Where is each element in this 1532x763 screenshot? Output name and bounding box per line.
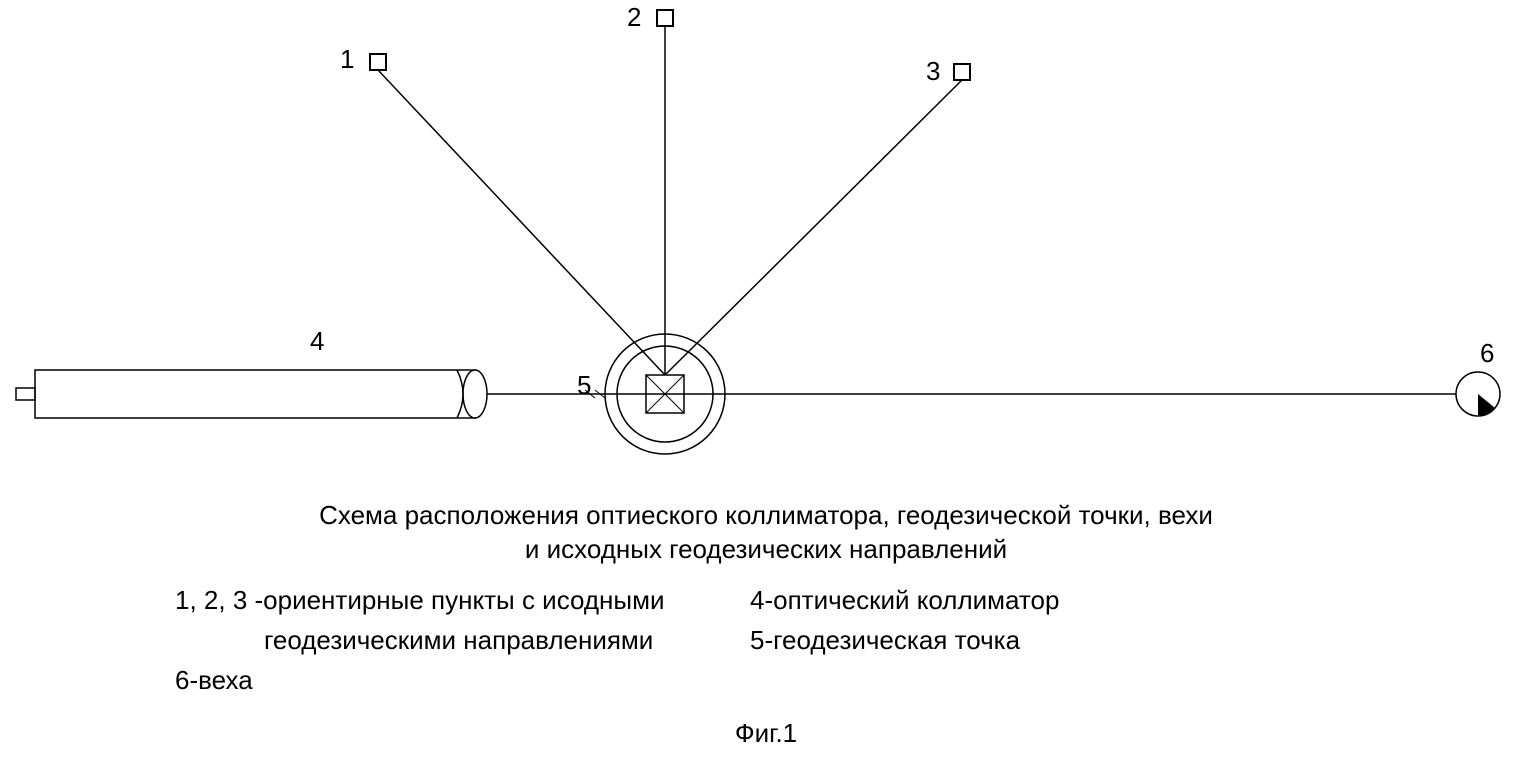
legend-item4: 4-оптический коллиматор bbox=[750, 585, 1059, 616]
collimator-lens bbox=[463, 370, 487, 418]
label-collimator: 4 bbox=[310, 326, 324, 357]
ray-to-point3 bbox=[665, 80, 962, 375]
diagram-container: 1 2 3 4 5 6 Схема расположения оптиеског… bbox=[0, 0, 1532, 763]
legend-item6: 6-веха bbox=[175, 665, 253, 696]
point2-marker bbox=[657, 10, 673, 26]
label-geodetic: 5 bbox=[577, 370, 591, 401]
label-point1: 1 bbox=[340, 44, 354, 75]
collimator-lens-inner bbox=[457, 370, 463, 418]
label-pole: 6 bbox=[1480, 338, 1494, 369]
ray-to-point1 bbox=[378, 70, 665, 375]
caption-line1: Схема расположения оптиеского коллиматор… bbox=[0, 500, 1532, 531]
legend-item1-line2: геодезическими направлениями bbox=[264, 625, 653, 656]
label-point3: 3 bbox=[926, 56, 940, 87]
pole-wedge bbox=[1478, 394, 1495, 416]
caption-line2: и исходных геодезических направлений bbox=[0, 534, 1532, 565]
point3-marker bbox=[954, 64, 970, 80]
legend-item5: 5-геодезическая точка bbox=[750, 625, 1020, 656]
collimator-body bbox=[35, 370, 475, 418]
legend-item1-line1: 1, 2, 3 -ориентирные пункты с исодными bbox=[175, 585, 665, 616]
point1-marker bbox=[370, 54, 386, 70]
label-point2: 2 bbox=[627, 2, 641, 33]
figure-label: Фиг.1 bbox=[0, 718, 1532, 749]
collimator-tip bbox=[16, 388, 35, 400]
